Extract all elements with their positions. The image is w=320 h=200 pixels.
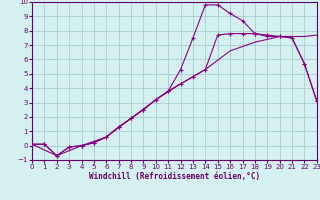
X-axis label: Windchill (Refroidissement éolien,°C): Windchill (Refroidissement éolien,°C) [89,172,260,181]
